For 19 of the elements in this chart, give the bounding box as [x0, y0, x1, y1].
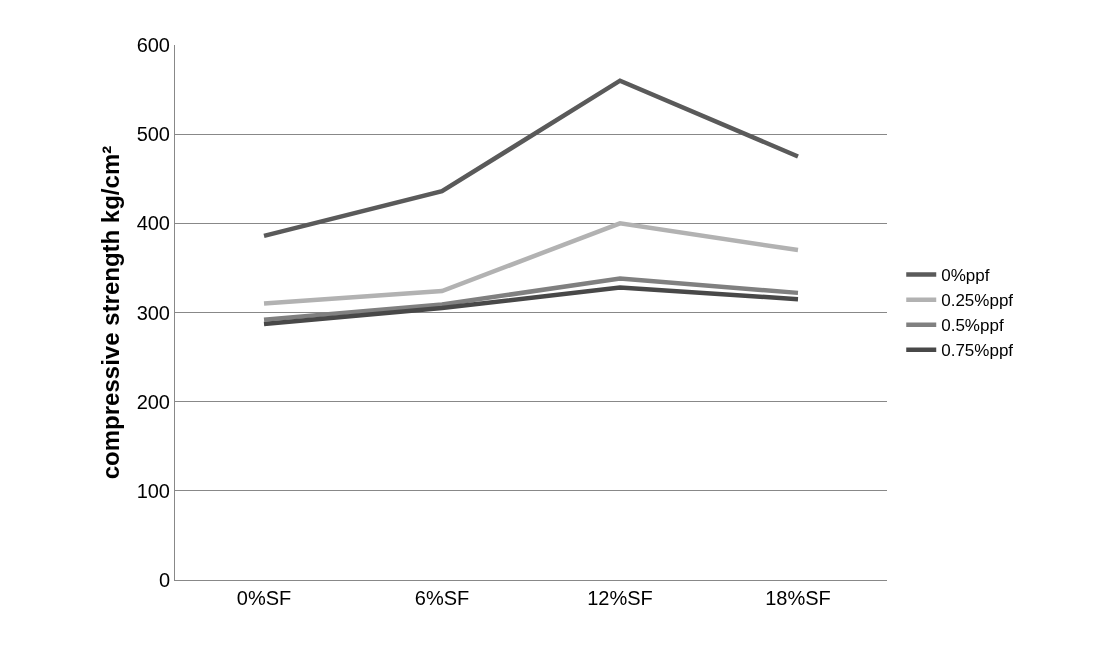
legend-label: 0%ppf — [941, 266, 990, 286]
x-tick-label: 12%SF — [587, 587, 653, 609]
x-tick-label: 6%SF — [414, 587, 470, 609]
y-tick-label: 500 — [136, 123, 170, 146]
line-series — [261, 285, 801, 327]
line-series — [261, 221, 801, 306]
y-axis-title: compressive strength kg/cm² — [96, 145, 124, 480]
legend-label: 0.75%ppf — [941, 341, 1014, 361]
y-tick-label: 600 — [136, 34, 170, 56]
legend-label: 0.25%ppf — [941, 291, 1014, 311]
x-tick-label: 18%SF — [765, 587, 831, 609]
line-series — [261, 78, 801, 239]
y-tick-label: 100 — [136, 479, 170, 502]
y-tick-label: 300 — [136, 301, 170, 324]
x-tick-label: 0%SF — [236, 587, 292, 609]
y-tick-label: 0 — [158, 569, 170, 591]
legend-label: 0.5%ppf — [941, 316, 1004, 336]
y-tick-label: 200 — [136, 390, 170, 413]
y-tick-label: 400 — [136, 212, 170, 235]
